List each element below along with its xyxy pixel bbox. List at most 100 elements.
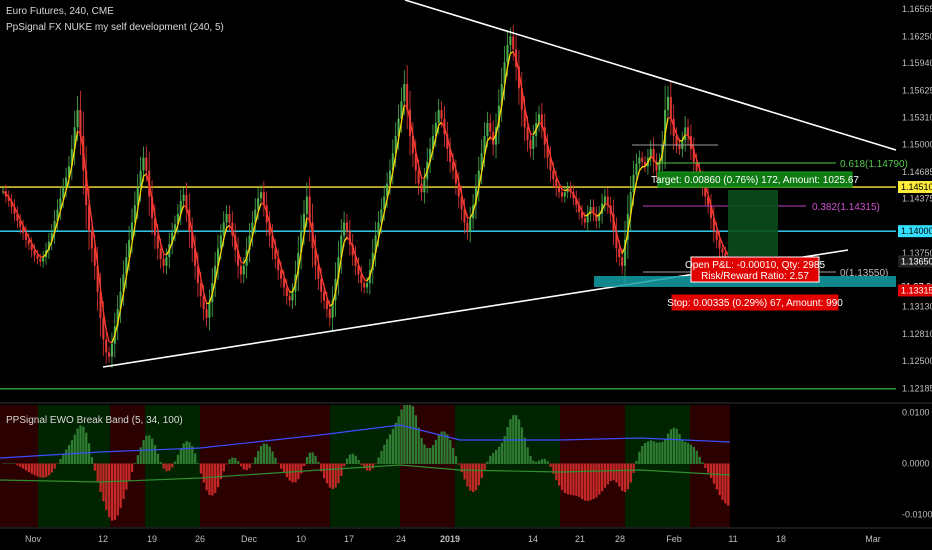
candle-body: [165, 257, 168, 266]
candle-body: [96, 265, 99, 292]
signal-line-segment: [160, 243, 165, 254]
candle-body: [583, 218, 586, 223]
signal-line-segment: [234, 238, 239, 252]
candle-body: [715, 231, 718, 240]
ewo-bar: [185, 441, 188, 464]
signal-line-segment: [675, 134, 681, 142]
ewo-bar: [406, 405, 409, 464]
signal-line-segment: [541, 124, 546, 134]
ewo-bar: [13, 463, 16, 464]
signal-line-segment: [458, 181, 463, 195]
signal-line-segment: [82, 149, 87, 175]
ewo-bar: [403, 405, 406, 464]
candle-body: [62, 187, 65, 199]
candle-body: [317, 265, 320, 279]
ewo-bar: [601, 463, 604, 492]
stop-label-bg: [671, 294, 839, 311]
ewo-bar: [449, 439, 452, 464]
ewo-bar: [70, 440, 74, 464]
candle-body: [308, 196, 311, 223]
time-tick: 19: [147, 534, 157, 544]
ewo-bar: [595, 463, 598, 498]
candle-body: [73, 127, 76, 149]
cyan-price-tag: 1.14000: [901, 226, 932, 236]
ewo-bar: [50, 463, 54, 473]
ewo-bar: [477, 463, 481, 486]
signal-line-segment: [612, 218, 618, 233]
signal-line-segment: [630, 196, 635, 215]
ewo-bar: [199, 463, 203, 474]
signal-line-segment: [77, 130, 81, 134]
ewo-bar: [108, 463, 111, 518]
ewo-bar: [489, 455, 492, 464]
candle-body: [331, 300, 334, 318]
signal-line-segment: [512, 51, 517, 59]
candle-body: [205, 309, 208, 318]
ewo-bar: [509, 419, 512, 464]
ewo-bar: [644, 443, 647, 464]
ewo-bar: [666, 433, 670, 464]
signal-line-segment: [624, 232, 629, 248]
candle-body: [666, 96, 670, 110]
signal-line-segment: [506, 53, 511, 68]
ewo-band: [200, 405, 330, 527]
ewo-bar: [687, 443, 690, 464]
ewo-bar: [655, 442, 658, 464]
candle-body: [649, 148, 652, 158]
candle-body: [257, 198, 260, 210]
signal-line-segment: [326, 296, 331, 307]
ewo-bar: [692, 446, 696, 464]
signal-line-segment: [486, 136, 491, 142]
signal-line-segment: [472, 201, 477, 213]
fib-0-label: 0(1.13550): [840, 268, 888, 279]
target-label: Target: 0.00860 (0.76%) 172, Amount: 102…: [651, 171, 859, 188]
ewo-bar: [239, 463, 243, 467]
signal-line-segment: [627, 214, 632, 233]
ewo-bar: [53, 463, 56, 469]
ewo-bar: [262, 443, 266, 464]
signal-line-segment: [438, 121, 443, 126]
candle-body: [492, 131, 495, 145]
candle-body: [555, 179, 558, 188]
signal-line-segment: [34, 248, 38, 254]
signal-line-segment: [366, 275, 371, 282]
candle-body: [552, 170, 555, 180]
time-tick: 10: [296, 534, 306, 544]
ewo-bar: [609, 463, 612, 481]
signal-line-segment: [286, 284, 291, 293]
signal-line-segment: [151, 199, 156, 216]
ewo-bar: [603, 463, 607, 488]
indicator-legend[interactable]: PpSignal FX NUKE my self development (24…: [6, 22, 224, 33]
candle-body: [196, 265, 199, 284]
signal-line-segment: [392, 155, 397, 172]
signal-line-segment: [581, 210, 586, 217]
candle-body: [280, 270, 283, 279]
ewo-bar: [176, 454, 180, 464]
candle-body: [282, 278, 285, 288]
signal-line-segment: [300, 235, 305, 253]
candle-body: [437, 109, 440, 123]
ewo-legend[interactable]: PPSignal EWO Break Band (5, 34, 100): [6, 415, 183, 426]
pl-label-text: Risk/Reward Ratio: 2.57: [701, 271, 809, 282]
signal-line-segment: [5, 193, 10, 198]
signal-line-segment: [449, 148, 454, 159]
candle-body: [537, 114, 541, 123]
pl-label: Open P&L: -0.00010, Qty: 2985Risk/Reward…: [685, 256, 825, 283]
ewo-bar: [225, 463, 228, 465]
candle-body: [403, 83, 406, 102]
signal-line-segment: [251, 224, 256, 237]
candle-body: [76, 109, 79, 128]
signal-line-segment: [59, 200, 64, 212]
signal-line-segment: [598, 209, 603, 216]
ewo-bar: [93, 463, 97, 471]
time-tick: 24: [396, 534, 406, 544]
ewo-bar: [695, 450, 698, 464]
candle-body: [13, 206, 16, 214]
ewo-bar: [440, 431, 443, 464]
candle-body: [563, 192, 566, 197]
symbol-legend[interactable]: Euro Futures, 240, CME: [6, 6, 114, 17]
ewo-bar: [208, 463, 211, 495]
ewo-bar: [130, 463, 134, 472]
price-tick: 1.12500: [902, 356, 932, 366]
